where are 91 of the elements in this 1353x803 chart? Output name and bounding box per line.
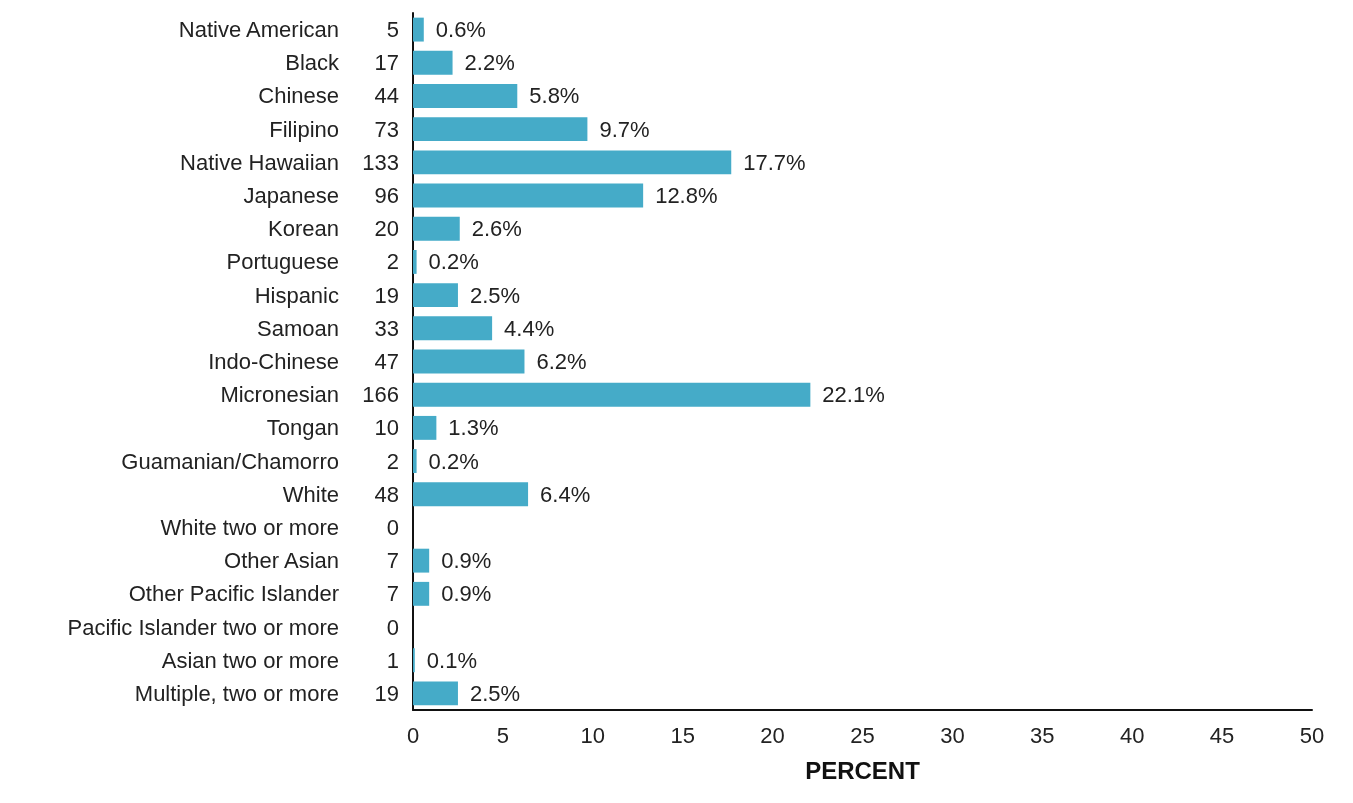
y-tick-label: Korean bbox=[268, 216, 339, 242]
x-tick-label: 45 bbox=[1209, 722, 1235, 748]
x-tick-label: 25 bbox=[850, 722, 875, 748]
bar bbox=[413, 382, 811, 407]
text: 10 bbox=[374, 415, 399, 441]
text: 19 bbox=[374, 680, 399, 706]
y-tick-label: Hispanic bbox=[254, 282, 339, 308]
data-label: 0.6% bbox=[435, 17, 486, 43]
text: 20 bbox=[374, 216, 399, 242]
bar bbox=[413, 316, 493, 341]
bar bbox=[413, 216, 460, 241]
x-axis-title: PERCENT bbox=[805, 756, 921, 784]
data-label: 1.3% bbox=[448, 415, 499, 441]
x-tick-label: 5 bbox=[496, 722, 510, 748]
data-label: 0.2% bbox=[428, 448, 479, 474]
text: 2 bbox=[386, 249, 399, 275]
bar bbox=[413, 17, 424, 42]
data-label: 2.6% bbox=[471, 216, 522, 242]
text: 1 bbox=[386, 647, 399, 673]
data-label: 5.8% bbox=[529, 83, 580, 109]
text: 0 bbox=[386, 514, 399, 540]
y-tick-label: Chinese bbox=[258, 83, 339, 109]
bar bbox=[413, 349, 525, 374]
x-tick-label: 15 bbox=[670, 722, 695, 748]
data-label: 17.7% bbox=[743, 149, 806, 175]
y-tick-label: Native Hawaiian bbox=[180, 149, 339, 175]
y-tick-label: White bbox=[282, 481, 339, 507]
bar bbox=[413, 482, 529, 507]
y-tick-label: Black bbox=[285, 50, 340, 76]
bar bbox=[413, 50, 453, 75]
text: 48 bbox=[374, 481, 399, 507]
y-tick-label: Portuguese bbox=[226, 249, 339, 275]
y-tick-label: Guamanian/Chamorro bbox=[121, 448, 339, 474]
y-tick-label: Pacific Islander two or more bbox=[67, 614, 339, 640]
text: 44 bbox=[374, 83, 399, 109]
text: 5 bbox=[386, 17, 399, 43]
bar bbox=[413, 150, 732, 175]
y-tick-label: Filipino bbox=[269, 116, 339, 142]
text: 2 bbox=[386, 448, 399, 474]
y-tick-label: Asian two or more bbox=[161, 647, 339, 673]
data-label: 2.2% bbox=[464, 50, 515, 76]
bar bbox=[413, 249, 417, 274]
x-tick-label: 20 bbox=[760, 722, 785, 748]
data-label: 0.2% bbox=[428, 249, 479, 275]
data-label: 6.2% bbox=[536, 349, 587, 374]
data-label: 2.5% bbox=[469, 680, 521, 706]
text: 166 bbox=[362, 382, 399, 408]
text: 0 bbox=[386, 614, 399, 640]
x-tick-label: 35 bbox=[1030, 722, 1055, 748]
y-tick-label: Other Asian bbox=[224, 548, 339, 574]
y-tick-label: Indo-Chinese bbox=[208, 349, 339, 374]
data-label: 22.1% bbox=[822, 382, 885, 408]
y-tick-label: Native American bbox=[178, 17, 339, 43]
text: 96 bbox=[374, 183, 399, 209]
x-tick-label: 50 bbox=[1299, 722, 1325, 748]
bar bbox=[413, 117, 588, 142]
bar bbox=[413, 681, 458, 706]
data-label: 4.4% bbox=[504, 315, 555, 341]
bar bbox=[413, 283, 458, 308]
x-tick-label: 0 bbox=[406, 722, 420, 748]
x-tick-label: 30 bbox=[940, 722, 965, 748]
data-label: 12.8% bbox=[655, 183, 718, 209]
bar bbox=[413, 84, 518, 108]
text: 17 bbox=[374, 50, 399, 76]
y-tick-label: White two or more bbox=[160, 514, 339, 540]
x-tick-label: 40 bbox=[1119, 722, 1145, 748]
text: 7 bbox=[386, 581, 399, 607]
bar bbox=[413, 415, 437, 440]
bar bbox=[413, 449, 417, 474]
x-tick-label: 10 bbox=[580, 722, 606, 748]
data-label: 9.7% bbox=[599, 116, 650, 142]
y-tick-label: Other Pacific Islander bbox=[128, 581, 339, 607]
data-label: 0.9% bbox=[441, 581, 492, 607]
data-label: 2.5% bbox=[469, 282, 521, 308]
text: 7 bbox=[386, 548, 399, 574]
data-label: 0.9% bbox=[441, 548, 492, 574]
text: 133 bbox=[362, 149, 399, 175]
bar bbox=[413, 548, 430, 573]
y-tick-label: Micronesian bbox=[220, 382, 339, 408]
data-label: 0.1% bbox=[426, 647, 477, 673]
y-tick-label: Samoan bbox=[257, 315, 339, 341]
y-tick-label: Multiple, two or more bbox=[134, 680, 339, 706]
text: 47 bbox=[374, 349, 399, 374]
data-label: 6.4% bbox=[540, 481, 591, 507]
bar bbox=[413, 581, 430, 606]
y-tick-label: Tongan bbox=[266, 415, 339, 441]
y-tick-label: Japanese bbox=[243, 183, 339, 209]
text: 73 bbox=[374, 116, 399, 142]
text: 19 bbox=[374, 282, 399, 308]
text: 33 bbox=[374, 315, 399, 341]
bar bbox=[413, 183, 644, 208]
